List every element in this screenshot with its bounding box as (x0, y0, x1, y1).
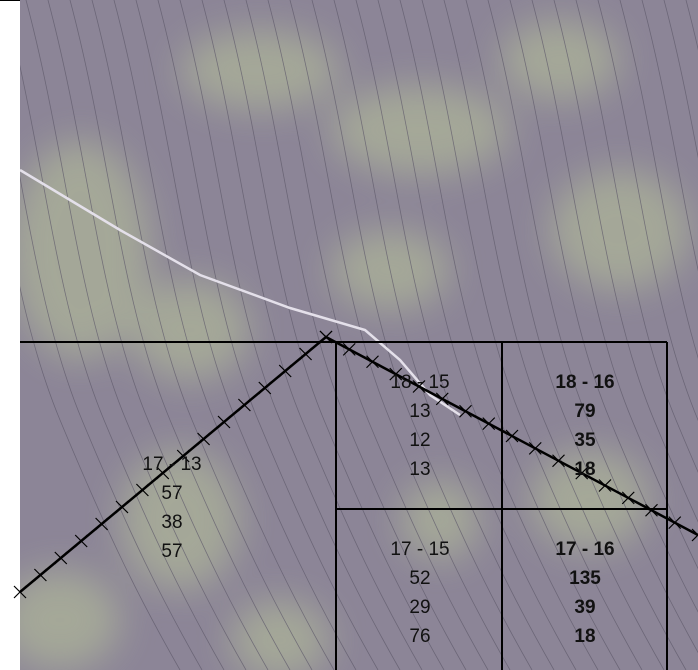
contour-line (20, 175, 203, 670)
rail-tie (575, 466, 589, 480)
contour-line (179, 0, 401, 670)
contour-line (20, 64, 225, 670)
contour-line (399, 0, 621, 670)
rail-tie (389, 367, 403, 381)
rail-tie (459, 404, 472, 418)
rail-tie (278, 364, 292, 378)
contour-line (311, 0, 533, 670)
parcel-label-line: 17 - 15 (390, 539, 449, 560)
contour-line (487, 0, 698, 654)
contour-line (663, 0, 698, 159)
rail-tie (552, 454, 565, 468)
contour-line (509, 0, 698, 613)
rail-tie (237, 398, 251, 412)
parcel-label-line: 57 (161, 541, 182, 562)
contour-line (69, 0, 291, 670)
parcel-label-line: 79 (574, 401, 595, 422)
rail-tie (217, 415, 231, 429)
rail-tie (13, 585, 27, 599)
parcel-label-line: 13 (409, 401, 430, 422)
rail-tie (668, 516, 682, 530)
parcel-label-line: 76 (409, 626, 430, 647)
parcel-label-line: 35 (574, 430, 596, 451)
contour-line (20, 285, 181, 670)
parcel-label-line: 29 (409, 597, 430, 618)
rail-tie (691, 528, 698, 542)
contour-line (267, 0, 489, 670)
parcel-label-line: 39 (574, 597, 595, 618)
parcel-label: 17 - 15 52 29 76 (390, 539, 449, 647)
contour-line (619, 0, 698, 359)
rail-tie (598, 479, 612, 492)
rail-tie (299, 347, 313, 361)
rail-tie (528, 441, 542, 455)
parcel-label-line: 57 (161, 483, 182, 504)
rail-tie (319, 330, 333, 344)
contour-line (465, 0, 687, 670)
contour-line (377, 0, 599, 670)
contour-line (333, 0, 555, 670)
contour-line (157, 0, 379, 670)
parcel-label: 17 - 16 135 39 18 (555, 539, 614, 647)
parcel-label: 17 - 13 57 38 57 (142, 454, 201, 562)
contour-line (25, 0, 247, 670)
contour-line (47, 0, 269, 670)
rail-tie (33, 568, 47, 582)
rail-tie (482, 417, 496, 431)
parcel-label-line: 52 (409, 568, 430, 589)
parcel-label-line: 18 - 16 (555, 372, 614, 393)
parcel-grid (20, 341, 668, 670)
contour-line (641, 0, 698, 272)
rail-tie (115, 500, 129, 514)
parcel-label: 18 - 16 79 35 18 (555, 372, 614, 480)
rail-tie (135, 483, 149, 497)
contour-line (245, 0, 467, 670)
side-strip (0, 0, 20, 670)
rail-tie (176, 449, 190, 463)
contour-line (201, 0, 423, 670)
parcel-label-line: 18 - 15 (390, 372, 449, 393)
parcel-label-line: 135 (569, 568, 601, 589)
rail-tie (621, 491, 635, 505)
rail-tie (412, 380, 426, 393)
contour-line (575, 0, 698, 473)
contour-line (223, 0, 445, 670)
contour-line (91, 0, 313, 670)
parcel-label-line: 38 (161, 512, 182, 533)
contour-line (135, 0, 357, 670)
contour-line (421, 0, 643, 670)
rail-tie (366, 355, 379, 369)
rail-tie (645, 503, 658, 517)
rail-tie (54, 551, 68, 565)
parcel-label: 18 - 15 13 12 13 (390, 372, 449, 480)
contour-line (443, 0, 665, 670)
parcel-label-line: 18 (574, 626, 595, 647)
parcel-label-line: 13 (409, 459, 430, 480)
contour-line (553, 0, 698, 523)
rail-tie (74, 534, 88, 548)
rail-tie (197, 432, 211, 446)
rail-tie (258, 381, 272, 395)
parcel-label-line: 18 (574, 459, 595, 480)
parcel-label-line: 17 - 16 (555, 539, 614, 560)
rail-tie (95, 517, 109, 531)
parcel-label-line: 17 - 13 (142, 454, 201, 475)
contour-line (531, 0, 698, 570)
contour-line (289, 0, 511, 670)
contour-line (113, 0, 335, 670)
railway (13, 330, 698, 599)
rail-tie (342, 342, 356, 356)
parcel-label-line: 12 (409, 430, 430, 451)
rail-tie (435, 392, 449, 406)
rail-tie (156, 466, 170, 480)
contour-line (597, 0, 698, 422)
rail-tie (505, 429, 519, 443)
